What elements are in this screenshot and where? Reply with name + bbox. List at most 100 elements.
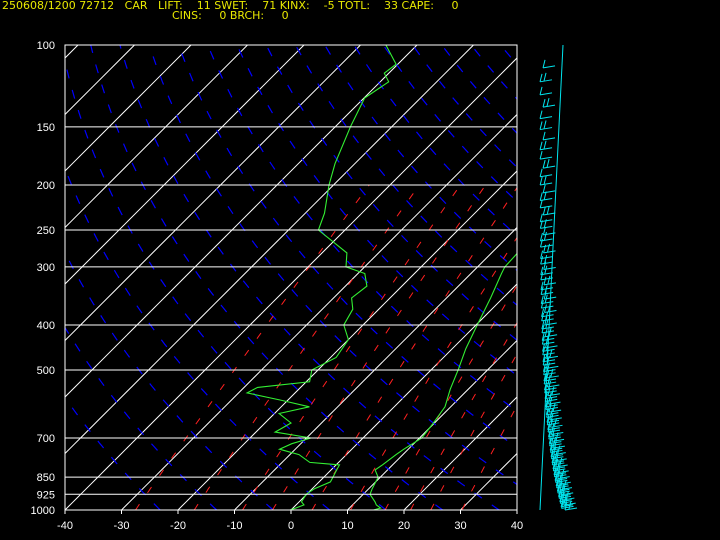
wind-barb-staff xyxy=(540,198,553,202)
wind-barb-flag xyxy=(540,295,544,304)
y-tick-label: 150 xyxy=(37,122,55,134)
wind-barb-staff xyxy=(542,348,555,352)
y-tick-label: 250 xyxy=(37,225,55,237)
wind-barb-staff xyxy=(542,352,555,356)
wind-barb-staff xyxy=(543,190,556,194)
wind-barb-flag xyxy=(542,98,546,108)
dry-adiabat xyxy=(65,166,331,510)
dry-adiabat xyxy=(294,45,517,306)
wind-barb-staff xyxy=(545,345,558,349)
wind-barb-flag xyxy=(540,299,544,309)
wind-barb-flag xyxy=(542,59,546,69)
wind-barb-flag xyxy=(551,433,555,442)
wind-barb-flag xyxy=(541,320,545,330)
plot-area xyxy=(0,45,517,510)
wind-barb-staff xyxy=(540,225,553,229)
wind-barb-flag xyxy=(543,175,547,185)
wind-barb-staff xyxy=(545,396,558,400)
dry-adiabat xyxy=(324,45,517,272)
wind-barb-flag xyxy=(540,286,544,295)
temperature-profile xyxy=(369,252,517,510)
wind-barb-flag xyxy=(543,231,547,241)
wind-barb-staff xyxy=(543,267,556,271)
wind-barb-flag xyxy=(558,490,562,499)
wind-barb-flag xyxy=(543,120,547,129)
wind-barb-staff xyxy=(554,474,567,478)
wind-barb-staff xyxy=(540,277,553,281)
wind-barb-staff xyxy=(546,365,559,369)
wind-barb-staff xyxy=(547,427,560,431)
wind-barb-flag xyxy=(539,192,543,201)
wind-barb-flag xyxy=(546,97,550,107)
wind-barb-staff xyxy=(544,322,557,326)
wind-barb-staff xyxy=(542,104,556,108)
wind-barb-flag xyxy=(547,374,551,384)
wind-barb-staff xyxy=(549,443,562,447)
wind-barb-flag xyxy=(548,428,552,437)
dry-adiabat xyxy=(90,45,444,510)
wind-barb-staff xyxy=(559,499,572,503)
wind-barb-staff xyxy=(543,212,556,216)
dry-adiabat xyxy=(499,45,517,66)
wind-barb-staff xyxy=(539,92,553,96)
wind-barb-flag xyxy=(547,421,551,430)
wind-barb-staff xyxy=(558,494,571,498)
wind-barb-staff xyxy=(550,447,563,451)
wind-barb-flag xyxy=(546,409,550,418)
wind-barb-staff xyxy=(546,375,559,379)
mixing-ratio-line xyxy=(384,284,517,510)
wind-barb-flag xyxy=(545,319,549,329)
wind-barb-flag xyxy=(556,479,560,488)
wind-barb-staff xyxy=(551,460,565,464)
wind-barb-flag xyxy=(543,304,547,313)
wind-barb-staff xyxy=(544,390,557,394)
wind-barb-flag xyxy=(548,435,552,444)
y-tick-label: 1000 xyxy=(31,505,55,517)
y-tick-label: 850 xyxy=(37,472,55,484)
wind-barb-staff xyxy=(554,458,567,462)
wind-barb-staff xyxy=(548,434,561,438)
wind-barb-flag xyxy=(554,418,557,427)
wind-barb-flag xyxy=(544,328,548,337)
wind-barb-staff xyxy=(564,507,578,511)
header-line-2: CINS: 0 BRCH: 0 xyxy=(172,9,289,22)
wind-barb-flag xyxy=(550,408,554,417)
wind-barb-staff xyxy=(549,409,562,413)
wind-barb-staff xyxy=(547,384,560,388)
wind-barb-staff xyxy=(545,398,558,402)
wind-barb-staff xyxy=(542,137,556,141)
wind-barb-staff xyxy=(540,238,553,242)
y-tick-label: 200 xyxy=(37,180,55,192)
wind-barb-staff xyxy=(553,468,566,472)
wind-barb-flag xyxy=(543,140,547,149)
wind-barb-flag xyxy=(550,419,553,428)
x-tick-label: -30 xyxy=(114,520,130,532)
wind-barb-staff xyxy=(552,466,566,470)
wind-barb-flag xyxy=(548,431,552,440)
wind-barb-staff xyxy=(552,445,565,449)
wind-barb-staff xyxy=(551,431,564,435)
wind-barb-flag xyxy=(547,423,551,433)
wind-barb-staff xyxy=(551,438,565,442)
wind-barb-flag xyxy=(539,168,543,177)
wind-barb-flag xyxy=(545,406,549,415)
isotherm xyxy=(0,45,22,510)
y-tick-label: 700 xyxy=(37,433,55,445)
dry-adiabat xyxy=(65,58,387,510)
wind-barb-staff xyxy=(556,470,569,474)
wind-barb-flag xyxy=(542,184,546,194)
wind-barb-flag xyxy=(539,86,543,95)
dry-adiabat xyxy=(412,45,517,169)
wind-barb-staff xyxy=(542,65,556,69)
wind-barb-staff xyxy=(558,481,571,485)
wind-barb-staff xyxy=(555,479,568,483)
wind-barb-staff xyxy=(540,261,553,265)
wind-barb-flag xyxy=(551,386,555,395)
wind-barb-staff xyxy=(546,419,560,423)
dry-adiabat xyxy=(470,45,517,100)
mixing-ratio-line xyxy=(430,353,517,510)
wind-barb-staff xyxy=(547,393,560,397)
wind-barb-staff xyxy=(559,487,573,491)
wind-barb-staff xyxy=(545,404,558,408)
wind-barb-flag xyxy=(539,232,543,242)
